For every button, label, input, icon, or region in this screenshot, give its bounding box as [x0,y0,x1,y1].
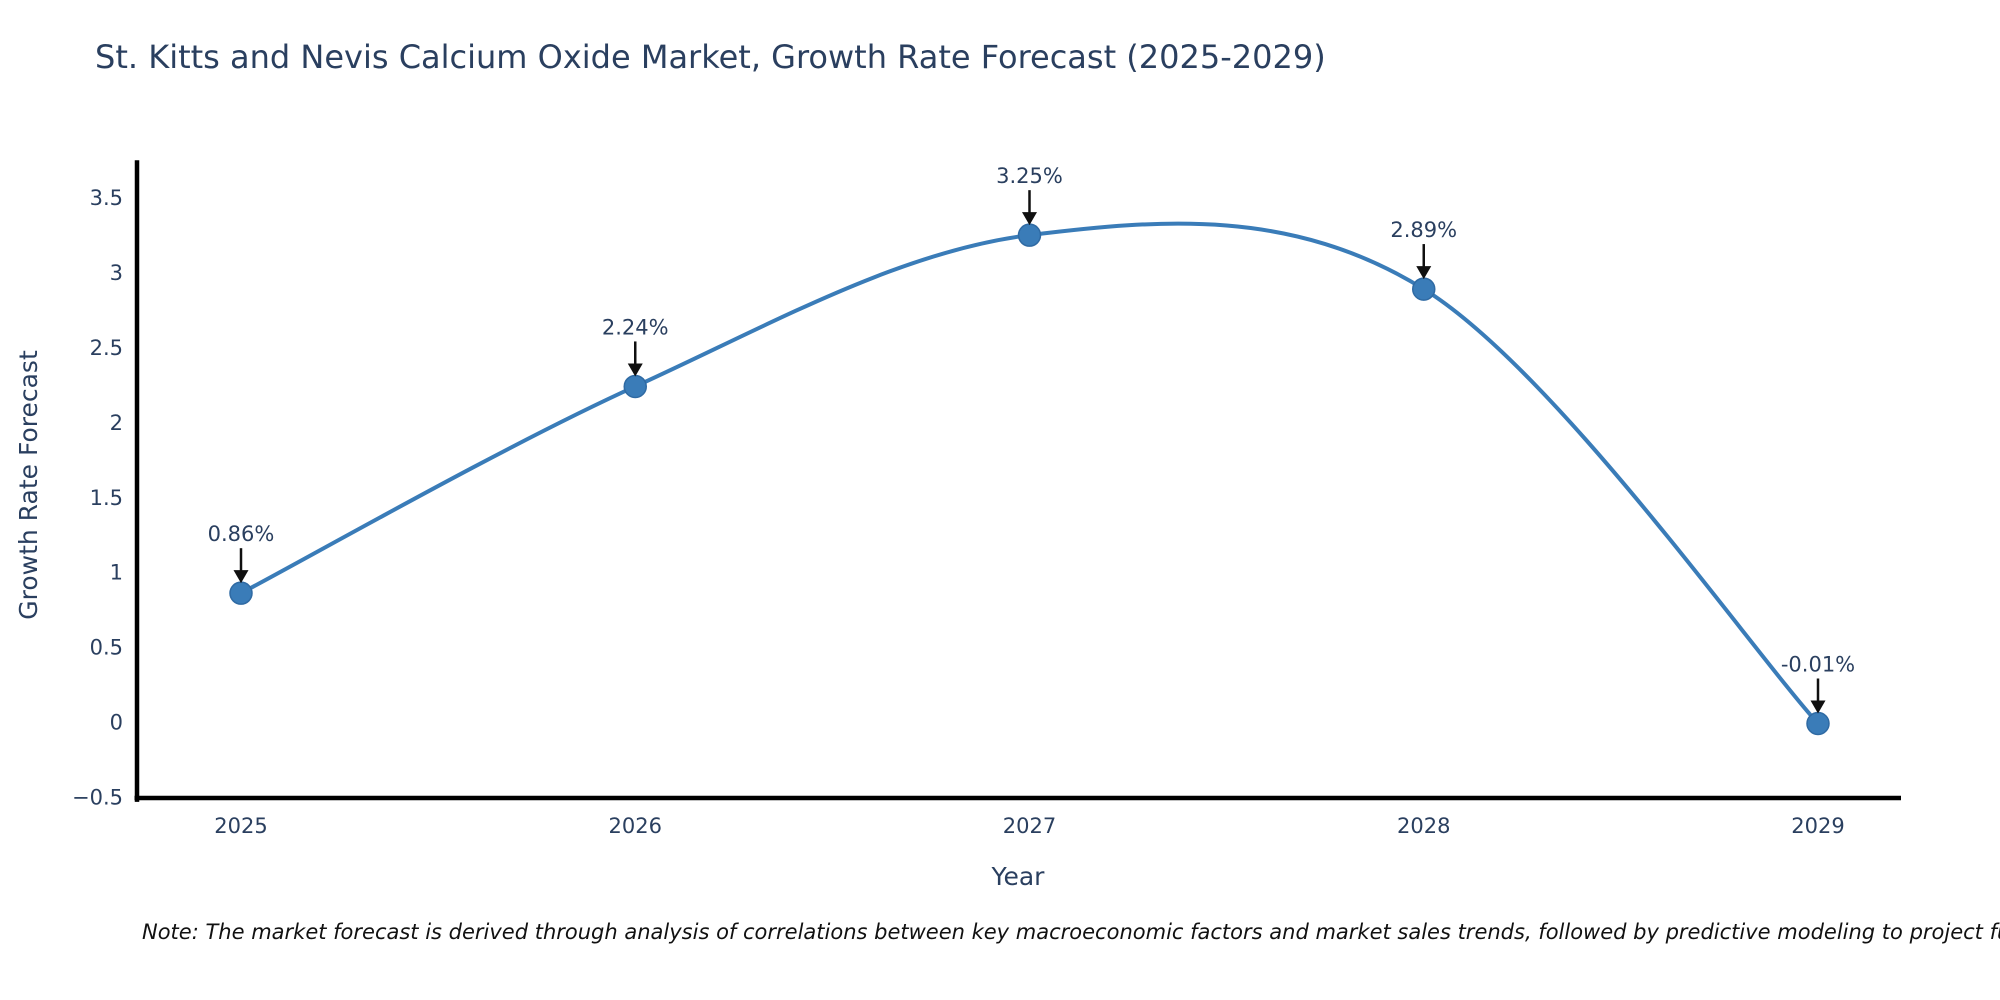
x-tick-label: 2028 [1397,814,1450,838]
data-point-marker[interactable] [1412,277,1436,301]
x-tick-label: 2025 [214,814,267,838]
annotation-label: 0.86% [208,522,275,546]
x-tick-label: 2026 [609,814,662,838]
footnote: Note: The market forecast is derived thr… [142,920,2000,944]
data-point-marker[interactable] [1017,223,1042,247]
chart-title: St. Kitts and Nevis Calcium Oxide Market… [95,38,1326,76]
annotation-arrowhead [1416,266,1432,280]
y-tick-label: −0.5 [72,785,123,809]
y-tick-label: 1 [110,561,123,585]
annotation-label: 3.25% [996,164,1063,188]
annotation-label: 2.89% [1390,218,1457,242]
y-tick-label: 3 [110,261,123,285]
annotation-arrowhead [1022,212,1037,226]
y-tick-label: 1.5 [90,486,123,510]
annotation-label: -0.01% [1781,652,1855,676]
y-tick-label: 0.5 [90,636,123,660]
y-tick-label: 2.5 [90,336,123,360]
y-tick-label: 3.5 [90,186,123,210]
data-point-marker[interactable] [229,581,253,605]
x-axis-title: Year [991,862,1045,891]
data-point-marker[interactable] [623,374,647,399]
annotation-label: 2.24% [602,315,669,339]
annotation-arrowhead [233,570,249,584]
x-tick-label: 2029 [1791,814,1844,838]
data-point-marker[interactable] [1806,711,1830,736]
y-tick-label: 0 [110,711,123,735]
x-tick-label: 2027 [1003,814,1056,838]
annotation-arrowhead [627,363,643,377]
annotation-arrowhead [1810,700,1826,714]
y-axis-title: Growth Rate Forecast [14,350,43,620]
series-line [240,221,1820,725]
y-tick-label: 2 [110,411,123,435]
